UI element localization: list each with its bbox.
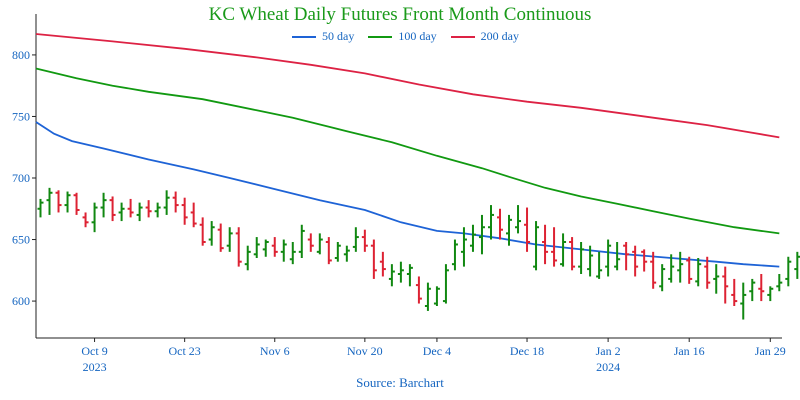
legend-swatch-100-day [368, 35, 393, 38]
y-tick-label: 700 [12, 171, 30, 185]
legend-label-200-day: 200 day [480, 29, 519, 43]
legend-item-200-day[interactable]: 200 day [450, 29, 519, 44]
legend-item-50-day[interactable]: 50 day [292, 29, 354, 44]
chart-title: KC Wheat Daily Futures Front Month Conti… [208, 4, 592, 25]
x-tick-year-label: 2024 [596, 360, 620, 374]
x-tick-label: Jan 2 [596, 344, 621, 358]
x-tick-label: Dec 4 [423, 344, 451, 358]
x-tick-label: Dec 18 [510, 344, 544, 358]
x-tick-label: Nov 6 [260, 344, 290, 358]
y-tick-label: 600 [12, 294, 30, 308]
x-tick-label: Oct 9 [81, 344, 107, 358]
legend: 50 day 100 day 200 day [292, 29, 519, 44]
x-tick-label: Nov 20 [347, 344, 383, 358]
legend-swatch-200-day [450, 35, 475, 38]
y-tick-label: 650 [12, 233, 30, 247]
x-tick-label: Jan 16 [674, 344, 705, 358]
x-tick-label: Jan 29 [755, 344, 786, 358]
legend-label-50-day: 50 day [322, 29, 355, 43]
legend-label-100-day: 100 day [398, 29, 437, 43]
ma-line-50-day [35, 121, 780, 268]
y-tick-label: 750 [12, 109, 30, 123]
ma-line-100-day [35, 67, 780, 235]
ma-line-200-day [35, 33, 780, 139]
source-note: Source: Barchart [356, 375, 444, 390]
y-tick-label: 800 [12, 48, 30, 62]
x-tick-label: Oct 23 [168, 344, 200, 358]
legend-swatch-50-day [292, 35, 316, 38]
legend-item-100-day[interactable]: 100 day [368, 29, 437, 44]
x-tick-year-label: 2023 [83, 360, 107, 374]
